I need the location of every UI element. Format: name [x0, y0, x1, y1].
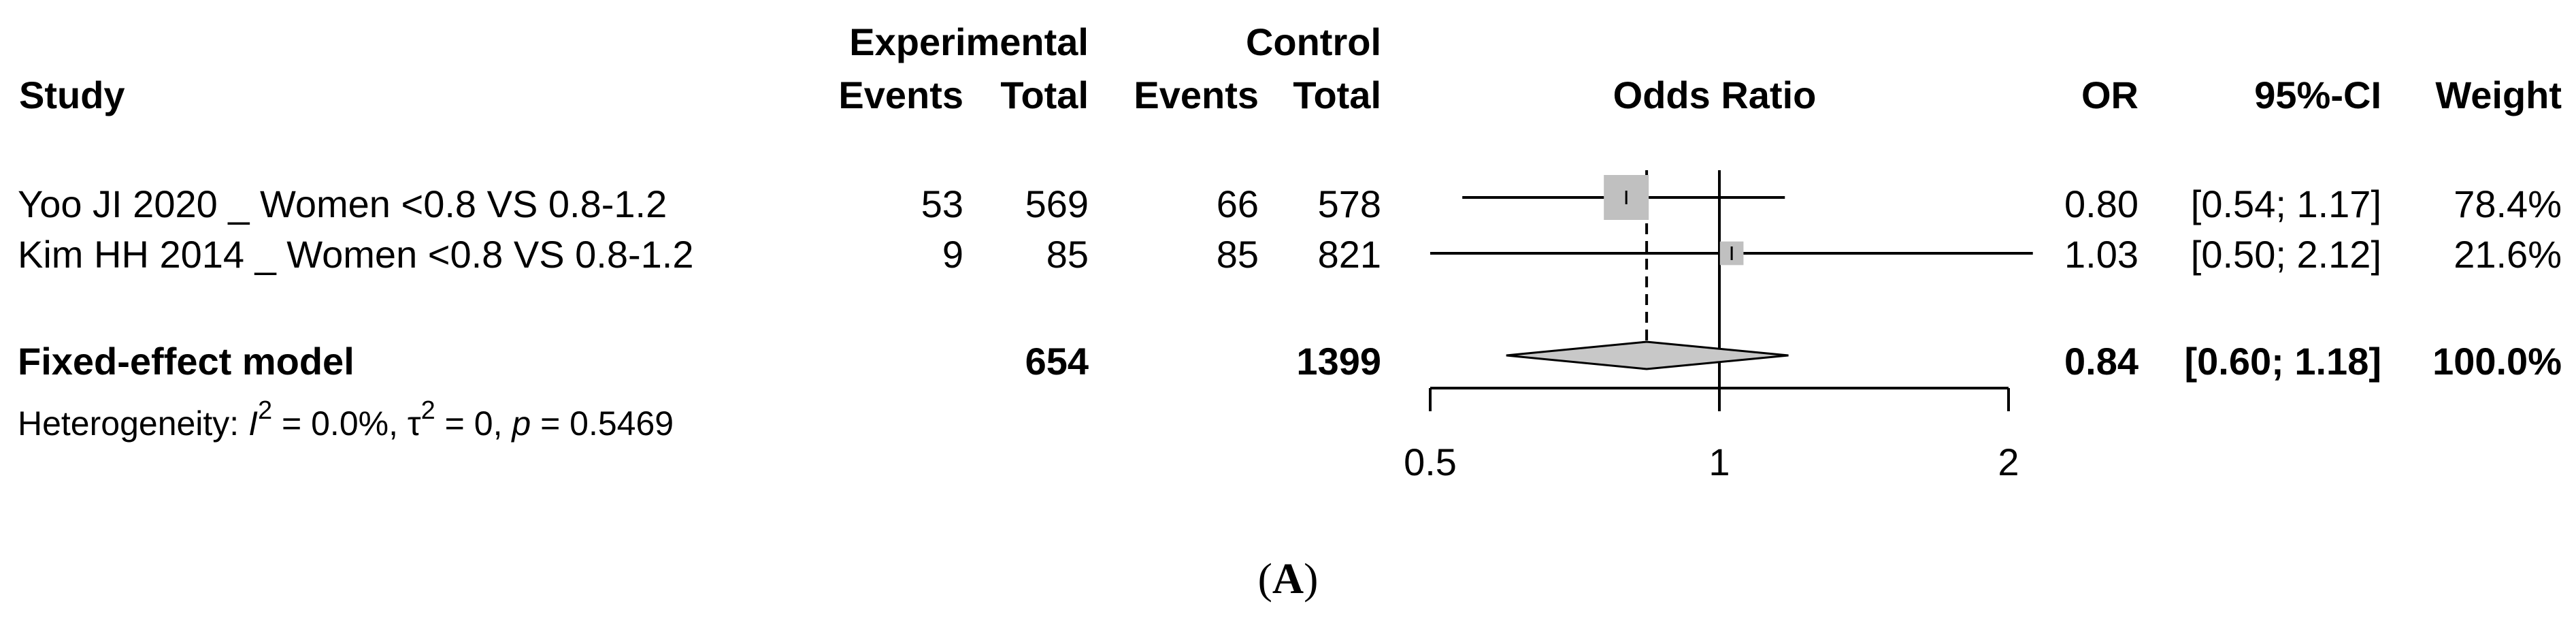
odds-ratio-header: Odds Ratio: [1613, 74, 1817, 116]
or-header: OR: [2081, 74, 2139, 116]
study-2-or: 1.03: [2064, 233, 2139, 276]
p-value: = 0.5469: [531, 404, 674, 443]
study-header: Study: [19, 74, 125, 116]
exp-events-header: Events: [838, 74, 963, 116]
caption-letter: A: [1272, 554, 1304, 603]
x-axis: 0.5 1 2: [1404, 387, 2019, 483]
x-tick-label-3: 2: [1998, 441, 2019, 483]
i-squared-exponent: 2: [258, 396, 273, 425]
fixed-exp-total: 654: [1025, 340, 1089, 383]
study-1-ctrl-events: 66: [1216, 182, 1259, 225]
weight-header: Weight: [2435, 74, 2562, 116]
ctrl-total-header: Total: [1293, 74, 1381, 116]
figure-caption: (A): [0, 557, 2576, 601]
experimental-header: Experimental: [849, 20, 1089, 63]
tau-squared-exponent: 2: [420, 396, 435, 425]
ci-header: 95%-CI: [2254, 74, 2381, 116]
study-1-or: 0.80: [2064, 182, 2139, 225]
pooled-estimate: [1506, 340, 1789, 370]
fixed-effect-label: Fixed-effect model: [18, 340, 354, 383]
study-1-ctrl-total: 578: [1317, 182, 1381, 225]
study-1-ci: [0.54; 1.17]: [2190, 182, 2381, 225]
tau-squared-value: = 0,: [435, 404, 512, 443]
study-2-ctrl-total: 821: [1317, 233, 1381, 276]
exp-total-header: Total: [1000, 74, 1089, 116]
fixed-ctrl-total: 1399: [1296, 340, 1381, 383]
study-1-exp-events: 53: [921, 182, 963, 225]
pooled-diamond: [1506, 340, 1789, 370]
heterogeneity-prefix: Heterogeneity:: [18, 404, 249, 443]
study-2-name: Kim HH 2014 _ Women <0.8 VS 0.8-1.2: [18, 233, 694, 276]
study-1-name: Yoo JI 2020 _ Women <0.8 VS 0.8-1.2: [18, 182, 667, 225]
tau-squared-letter: τ: [407, 404, 421, 443]
x-tick-label-1: 0.5: [1404, 441, 1457, 483]
caption-open-paren: (: [1257, 554, 1272, 603]
fixed-weight: 100.0%: [2432, 340, 2562, 383]
ctrl-events-header: Events: [1134, 74, 1259, 116]
i-squared-value: = 0.0%,: [272, 404, 408, 443]
fixed-or: 0.84: [2064, 340, 2139, 383]
study-2-ci: [0.50; 2.12]: [2190, 233, 2381, 276]
heterogeneity-text: Heterogeneity: I2 = 0.0%, τ2 = 0, p = 0.…: [18, 398, 674, 441]
control-header: Control: [1245, 20, 1381, 63]
p-letter: p: [512, 404, 531, 443]
i-squared-letter: I: [248, 404, 258, 443]
fixed-ci: [0.60; 1.18]: [2184, 340, 2382, 383]
study-2-weight: 21.6%: [2454, 233, 2562, 276]
study-1-weight: 78.4%: [2454, 182, 2562, 225]
study-2-exp-total: 85: [1046, 233, 1089, 276]
x-tick-label-2: 1: [1708, 441, 1730, 483]
study-2-ctrl-events: 85: [1216, 233, 1259, 276]
study-1-exp-total: 569: [1025, 182, 1089, 225]
study-markers: [1430, 175, 2033, 266]
study-2-exp-events: 9: [942, 233, 963, 276]
caption-close-paren: ): [1304, 554, 1319, 603]
